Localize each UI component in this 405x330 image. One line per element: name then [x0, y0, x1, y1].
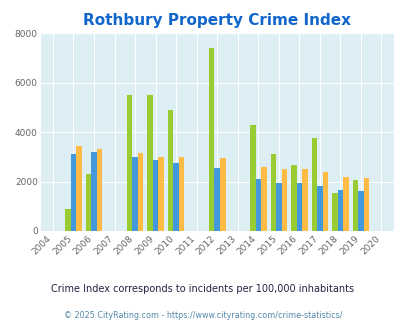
Bar — [331, 193, 337, 231]
Text: Crime Index corresponds to incidents per 100,000 inhabitants: Crime Index corresponds to incidents per… — [51, 284, 354, 294]
Bar — [363, 178, 369, 231]
Bar — [167, 110, 173, 231]
Bar — [311, 138, 316, 231]
Bar — [322, 172, 327, 231]
Bar — [342, 177, 348, 231]
Bar — [220, 158, 225, 231]
Bar — [85, 174, 91, 231]
Bar — [352, 180, 357, 231]
Bar — [126, 95, 132, 231]
Bar — [301, 169, 307, 231]
Bar — [296, 183, 301, 231]
Bar — [65, 209, 70, 231]
Bar — [158, 157, 164, 231]
Bar — [132, 157, 138, 231]
Title: Rothbury Property Crime Index: Rothbury Property Crime Index — [83, 13, 350, 28]
Bar — [91, 152, 96, 231]
Text: © 2025 CityRating.com - https://www.cityrating.com/crime-statistics/: © 2025 CityRating.com - https://www.city… — [64, 312, 341, 320]
Bar — [270, 154, 275, 231]
Bar — [337, 190, 342, 231]
Bar — [281, 169, 286, 231]
Bar — [260, 167, 266, 231]
Bar — [138, 153, 143, 231]
Bar — [70, 154, 76, 231]
Bar — [96, 149, 102, 231]
Bar — [316, 186, 322, 231]
Bar — [357, 191, 363, 231]
Bar — [179, 157, 184, 231]
Bar — [147, 95, 152, 231]
Bar — [152, 160, 158, 231]
Bar — [290, 165, 296, 231]
Bar — [173, 163, 179, 231]
Bar — [275, 183, 281, 231]
Bar — [214, 168, 220, 231]
Bar — [76, 146, 81, 231]
Bar — [249, 125, 255, 231]
Bar — [255, 179, 260, 231]
Bar — [209, 48, 214, 231]
